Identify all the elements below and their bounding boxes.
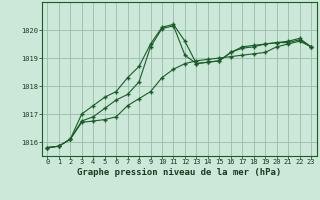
X-axis label: Graphe pression niveau de la mer (hPa): Graphe pression niveau de la mer (hPa) [77,168,281,177]
